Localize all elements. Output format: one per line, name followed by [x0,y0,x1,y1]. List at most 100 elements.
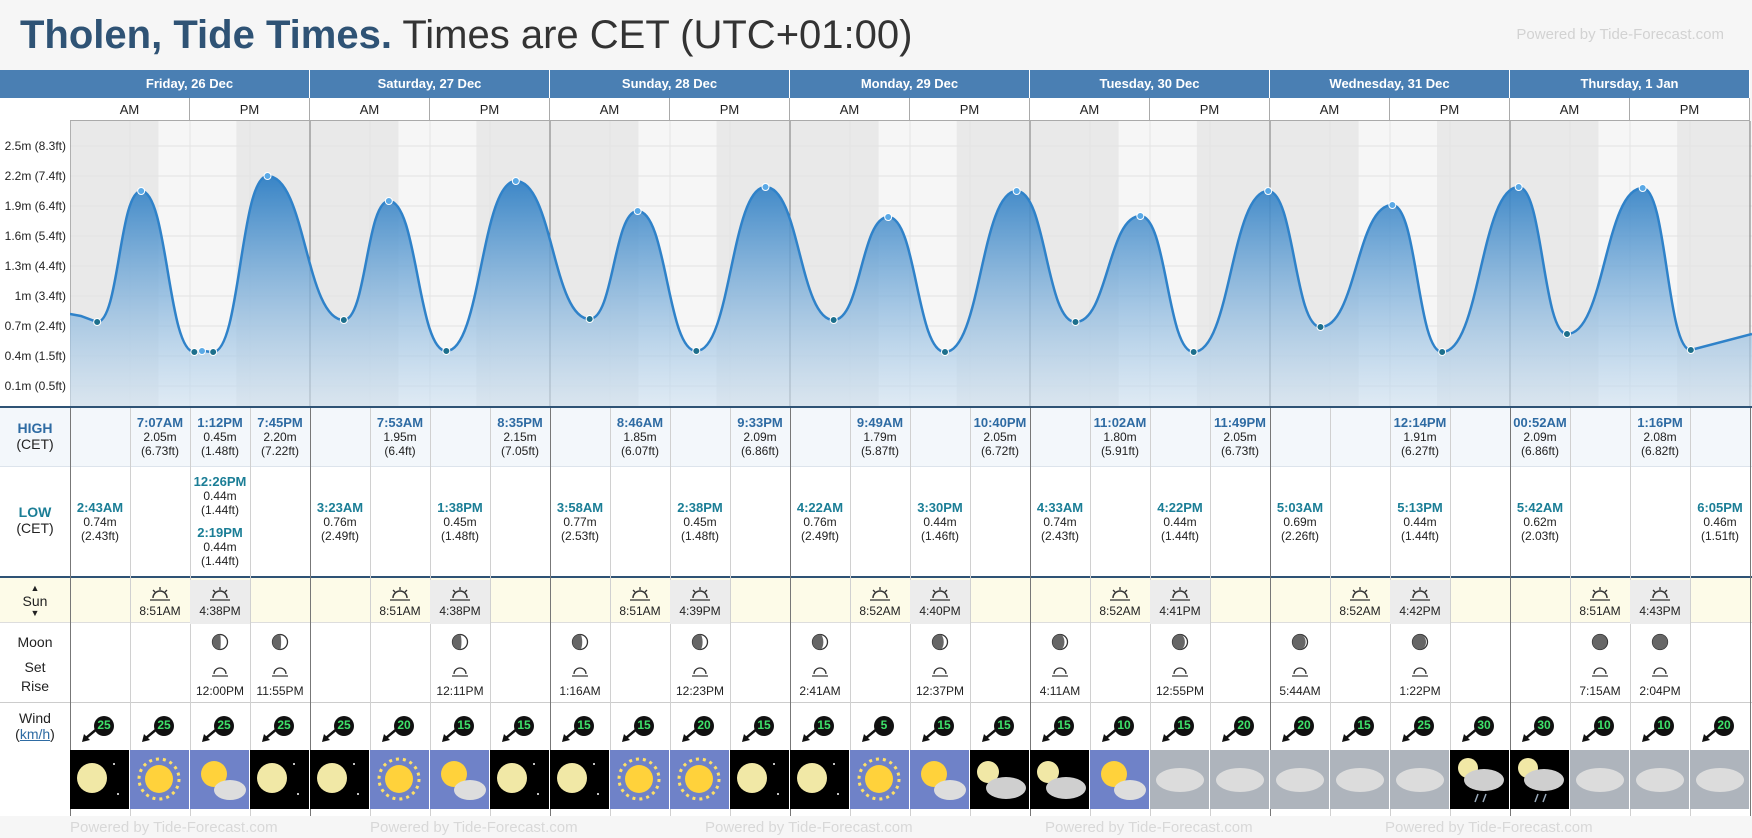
pm-label: PM [1390,98,1510,121]
wind-indicator: 25 [1400,714,1440,744]
sunrise-icon [850,586,910,602]
sunrise-icon [610,586,670,602]
moon-set-label: Set [24,659,46,675]
wind-indicator: 15 [440,714,480,744]
low-time: 2:43AM [76,500,124,515]
powered-by-footer: Powered by Tide-Forecast.com Powered by … [0,816,1752,838]
wind-speed: 15 [757,718,771,732]
sunrise-time: 8:51AM [139,604,181,618]
partly-cloudy-icon [430,750,489,809]
wind-indicator: 10 [1580,714,1620,744]
high-time: 9:49AM [856,415,904,430]
high-tz: (CET) [16,436,54,452]
low-ft: (1.44ft) [200,503,239,517]
day-header: Thursday, 1 Jan [1510,70,1750,98]
low-m: 0.62m [1523,515,1557,529]
moonset-icon [931,664,949,678]
high-tide-point [633,207,642,215]
night-moon-icon [70,750,129,809]
low-time: 2:19PM [197,525,243,540]
y-axis-label: 1.3m (4.4ft) [4,259,66,273]
low-tide-point [829,316,838,324]
pm-label: PM [190,98,310,121]
moon-phase-icon [1291,633,1309,651]
low-ft: (2.26ft) [1280,529,1319,543]
sunset-cell: 4:38PM [430,580,490,624]
wind-indicator: 5 [860,714,900,744]
high-m: 2.05m [1223,430,1257,444]
sun-up-arrow-icon: ▲ [30,583,40,593]
high-time: 12:14PM [1393,415,1447,430]
low-m: 0.44m [1403,515,1437,529]
moon-time: 12:37PM [915,684,965,698]
am-label: AM [1030,98,1150,121]
column-divider [610,408,611,816]
high-tide-point [511,177,520,185]
low-tide-entry: 5:13PM 0.44m (1.44ft) [1389,501,1451,544]
wind-speed: 15 [1357,718,1371,732]
am-label: AM [70,98,190,121]
low-time: 3:58AM [556,500,604,515]
wind-speed: 20 [397,718,411,732]
low-m: 0.45m [443,515,477,529]
wind-indicator: 25 [80,714,120,744]
high-tide-entry: 7:07AM 2.05m (6.73ft) [129,416,191,459]
y-axis: 2.5m (8.3ft) 2.2m (7.4ft) 1.9m (6.4ft) 1.6m… [0,98,70,406]
wind-label: Wind [19,710,51,726]
footer-credit-3: Powered by Tide-Forecast.com [705,819,913,836]
y-axis-label: 1.6m (5.4ft) [4,229,66,243]
night-cloudy-icon [970,750,1029,809]
low-tide-entry: 4:33AM 0.74m (2.43ft) [1029,501,1091,544]
y-axis-label: 0.4m (1.5ft) [4,349,66,363]
wind-indicator: 20 [1700,714,1740,744]
moonset-icon [811,664,829,678]
low-time: 4:22PM [1157,500,1203,515]
high-tide-entry: 11:49PM 2.05m (6.73ft) [1209,416,1271,459]
high-m: 1.95m [383,430,417,444]
moonset-icon [211,664,229,678]
high-tide-entry: 8:35PM 2.15m (7.05ft) [489,416,551,459]
sunrise-time: 8:52AM [1099,604,1141,618]
high-tide-entry: 1:16PM 2.08m (6.82ft) [1629,416,1691,459]
high-time: 00:52AM [1513,415,1567,430]
low-ft: (1.51ft) [1700,529,1739,543]
day-header: Friday, 26 Dec [70,70,310,98]
moon-time: 11:55PM [256,684,304,698]
low-m: 0.44m [203,489,237,503]
high-tide-entry: 10:40PM 2.05m (6.72ft) [969,416,1031,459]
low-ft: (2.43ft) [1040,529,1079,543]
title-bar: Tholen, Tide Times. Times are CET (UTC+0… [0,0,1752,70]
column-divider [370,408,371,816]
high-ft: (6.82ft) [1640,444,1679,458]
low-time: 6:05PM [1697,500,1743,515]
night-moon-icon [730,750,789,809]
moonset-icon [271,664,289,678]
wind-unit-link[interactable]: km/h [19,726,51,742]
partly-cloudy-icon [1090,750,1149,809]
y-axis-label: 0.7m (2.4ft) [4,319,66,333]
column-divider [1090,408,1091,816]
low-tide-entry: 2:19PM 0.44m (1.44ft) [189,525,251,569]
moonset-icon [1051,664,1069,678]
wind-indicator: 15 [1040,714,1080,744]
wind-indicator: 15 [800,714,840,744]
high-ft: (6.27ft) [1400,444,1439,458]
high-ft: (1.48ft) [200,444,239,458]
sunset-icon [1150,586,1210,602]
column-divider [1570,408,1571,816]
pm-label: PM [1630,98,1750,121]
wind-speed: 15 [817,718,831,732]
wind-indicator: 10 [1100,714,1140,744]
wind-indicator: 15 [980,714,1020,744]
sunset-icon [670,586,730,602]
low-m: 0.76m [323,515,357,529]
footer-credit-5: Powered by Tide-Forecast.com [1385,819,1593,836]
low-row-header: LOW (CET) [0,504,70,536]
wind-indicator: 10 [1640,714,1680,744]
day-divider [790,408,791,816]
low-ft: (2.53ft) [560,529,599,543]
low-tide-point [190,348,199,356]
wind-indicator: 20 [1220,714,1260,744]
high-tide-point [761,183,770,191]
wind-indicator: 15 [500,714,540,744]
